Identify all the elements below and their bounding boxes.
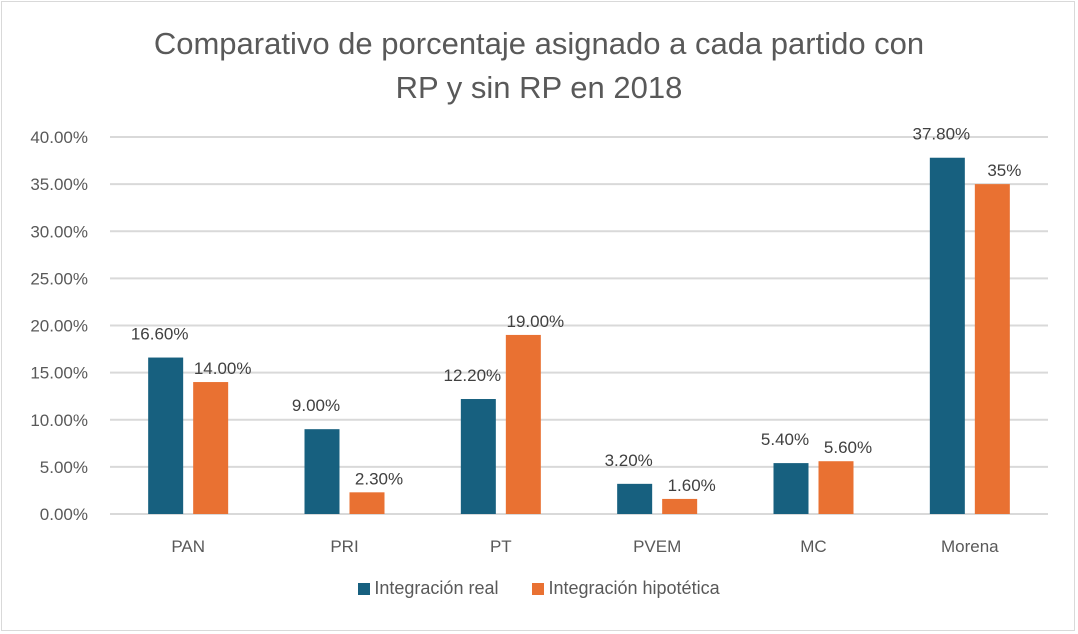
data-label: 5.60% <box>824 438 872 457</box>
chart-title: Comparativo de porcentaje asignado a cad… <box>0 22 1078 110</box>
y-tick-label: 20.00% <box>30 317 88 336</box>
y-tick-label: 25.00% <box>30 269 88 288</box>
data-label: 3.20% <box>605 451 653 470</box>
x-category-label: PAN <box>171 537 205 556</box>
data-label: 37.80% <box>912 125 970 144</box>
x-category-label: Morena <box>941 537 999 556</box>
y-tick-label: 30.00% <box>30 222 88 241</box>
y-tick-label: 5.00% <box>40 458 88 477</box>
legend-label-real: Integración real <box>374 578 499 598</box>
data-label: 19.00% <box>506 312 564 331</box>
bar-real <box>304 429 340 514</box>
legend-label-hipotetica: Integración hipotética <box>548 578 720 598</box>
data-label: 12.20% <box>443 366 501 385</box>
x-category-label: PT <box>490 537 512 556</box>
data-label: 2.30% <box>355 469 403 488</box>
y-tick-label: 15.00% <box>30 364 88 383</box>
bar-real <box>773 463 809 514</box>
data-label: 35% <box>987 161 1021 180</box>
y-tick-label: 35.00% <box>30 175 88 194</box>
legend: Integración real Integración hipotética <box>0 578 1078 599</box>
bar-real <box>460 399 496 514</box>
data-label: 9.00% <box>292 396 340 415</box>
bar-hipotetica <box>818 461 854 514</box>
bar-real <box>617 483 653 514</box>
y-tick-label: 40.00% <box>30 128 88 147</box>
bar-hipotetica <box>505 334 541 514</box>
bar-hipotetica <box>974 184 1010 514</box>
x-category-label: MC <box>800 537 826 556</box>
bar-hipotetica <box>349 492 385 514</box>
bar-hipotetica <box>662 498 698 514</box>
legend-item-real: Integración real <box>358 578 498 599</box>
data-label: 5.40% <box>761 430 809 449</box>
bar-real <box>929 157 965 515</box>
data-label: 1.60% <box>668 476 716 495</box>
chart-title-line-2: RP y sin RP en 2018 <box>395 70 683 105</box>
x-category-label: PRI <box>330 537 358 556</box>
x-category-label: PVEM <box>633 537 681 556</box>
bar-real <box>148 357 184 514</box>
legend-item-hipotetica: Integración hipotética <box>532 578 720 599</box>
y-tick-label: 0.00% <box>40 505 88 524</box>
bar-hipotetica <box>193 382 229 514</box>
chart-title-line-1: Comparativo de porcentaje asignado a cad… <box>153 26 925 61</box>
legend-swatch-real <box>358 582 371 595</box>
data-label: 14.00% <box>194 359 252 378</box>
legend-swatch-hipotetica <box>532 582 545 595</box>
y-tick-label: 10.00% <box>30 411 88 430</box>
data-label: 16.60% <box>131 325 189 344</box>
